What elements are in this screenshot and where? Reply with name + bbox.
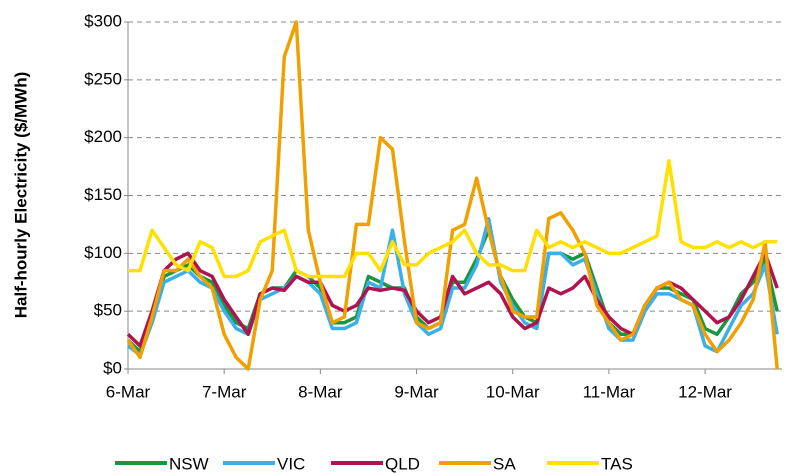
legend-label: NSW [169,454,209,473]
y-tick-label: $250 [84,69,122,88]
x-tick-label: 6-Mar [106,382,151,401]
line-series [126,216,779,357]
x-tick-label: 8-Mar [298,382,343,401]
legend-label: QLD [385,454,420,473]
legend-label: SA [493,454,516,473]
y-axis-label: Half-hourly Electricity ($/MWh) [11,72,30,319]
x-tick-label: 7-Mar [202,382,247,401]
y-tick-label: $200 [84,127,122,146]
y-tick-label: $100 [84,243,122,262]
legend-label: TAS [601,454,633,473]
x-tick-label: 10-Mar [486,382,540,401]
y-tick-label: $300 [84,11,122,30]
y-tick-label: $150 [84,185,122,204]
line-series [128,159,778,279]
x-tick-label: 12-Mar [678,382,732,401]
x-tick-label: 11-Mar [583,382,636,401]
line-series [126,20,779,371]
y-tick-label: $50 [94,301,122,320]
x-tick-label: 9-Mar [394,382,439,401]
legend-label: VIC [277,454,305,473]
y-tick-label: $0 [103,358,122,377]
